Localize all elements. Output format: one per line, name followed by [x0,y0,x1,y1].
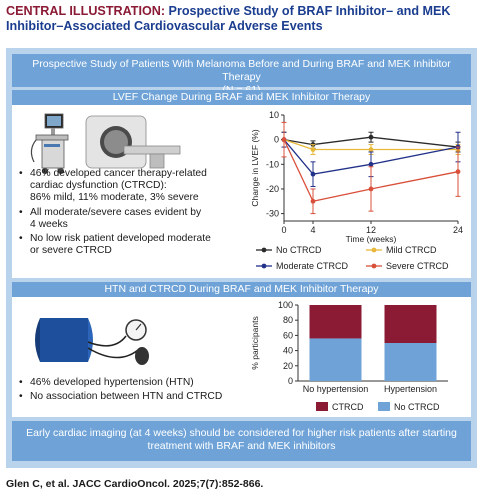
x-tick-label: 24 [453,225,463,235]
y-tick-label: 80 [283,315,293,325]
bullet-text: cardiac dysfunction (CTRCD): [30,180,167,192]
legend-label: Mild CTRCD [386,245,437,255]
legend-label: Severe CTRCD [386,261,449,271]
study-banner-line-1: Prospective Study of Patients With Melan… [32,58,451,83]
legend-label: No CTRCD [276,245,322,255]
y-axis-title: Change in LVEF (%) [250,129,260,206]
legend-marker [371,263,377,269]
bar-segment [309,338,362,381]
study-banner: Prospective Study of Patients With Melan… [12,54,471,96]
data-point [310,198,316,204]
lvef-bullet: All moderate/severe cases evident by 4 w… [18,207,248,231]
y-tick-label: -30 [266,209,279,219]
series-line [283,136,459,148]
legend-label: CTRCD [332,402,364,412]
conclusion-line-1: Early cardiac imaging (at 4 weeks) shoul… [26,427,457,439]
lvef-bullet: No low risk patient developed moderate o… [18,233,248,257]
bullet-text: No association between HTN and CTRCD [30,391,223,403]
legend-marker [261,263,267,269]
header-line-1: CENTRAL ILLUSTRATION: Prospective Study … [6,4,476,19]
bullet-text: 86% mild, 11% moderate, 3% severe [30,192,199,204]
data-point [368,161,374,167]
x-tick-label: 12 [366,225,376,235]
data-point [368,147,374,152]
title-line-1: Prospective Study of BRAF Inhibitor– and… [168,4,451,18]
lvef-panel: LVEF Change During BRAF and MEK Inhibito… [12,90,471,278]
legend-marker [261,247,267,253]
x-tick-label: Hypertension [384,384,437,394]
y-tick-label: 10 [269,110,279,120]
imaging-icons [30,113,181,174]
series-line [283,139,459,175]
htn-bullet: No association between HTN and CTRCD [18,391,248,403]
cmr-scanner-icon [85,115,181,169]
data-point [455,169,461,175]
bullet-text: 46% developed cancer therapy-related [30,168,207,179]
y-tick-label: 60 [283,330,293,340]
citation: Glen C, et al. JACC CardioOncol. 2025;7(… [6,478,264,490]
y-tick-label: 0 [274,135,279,145]
bullet-text: No low risk patient developed moderate [30,233,211,245]
illustration-label: CENTRAL ILLUSTRATION: [6,4,166,18]
data-point [310,147,316,152]
y-tick-label: 40 [283,346,293,356]
y-axis-title: % participants [250,316,260,369]
bullet-text: 46% developed hypertension (HTN) [30,377,194,388]
conclusion-line-2: treatment with BRAF and MEK inhibitors [147,440,336,452]
bullet-text: 4 weeks [30,218,68,230]
series-line [283,139,459,203]
bar-segment [384,305,437,343]
htn-panel-title: HTN and CTRCD During BRAF and MEK Inhibi… [12,282,471,297]
y-tick-label: -20 [266,184,279,194]
legend-swatch [316,402,328,411]
bullet-text: or severe CTRCD [30,245,112,257]
echocardiography-machine-icon [30,113,69,174]
y-tick-label: 20 [283,361,293,371]
data-point [310,171,316,177]
legend-swatch [378,402,390,411]
htn-stacked-bar-chart: 0 20 40 60 80 100 % participants No hypertensio… [250,300,448,412]
data-point [368,134,374,140]
y-tick-label: 0 [288,376,293,386]
data-point [281,137,287,143]
conclusion-banner: Early cardiac imaging (at 4 weeks) shoul… [12,421,471,461]
htn-panel: HTN and CTRCD During BRAF and MEK Inhibi… [12,282,471,417]
htn-bullet: 46% developed hypertension (HTN) [18,377,248,389]
x-tick-label: No hypertension [303,384,369,394]
x-tick-label: 0 [281,225,286,235]
blood-pressure-cuff-icon [35,318,149,365]
bar-segment [309,305,362,339]
series-line [283,139,458,151]
htn-bullet-list: 46% developed hypertension (HTN) No asso… [18,377,248,405]
legend-label: Moderate CTRCD [276,261,349,271]
x-tick-label: 4 [310,225,315,235]
y-tick-label: 100 [278,300,293,310]
data-point [368,186,374,192]
legend-label: No CTRCD [394,402,440,412]
x-axis-title: Time (weeks) [346,234,397,244]
title-line-2: Inhibitor–Associated Cardiovascular Adve… [6,19,323,33]
lvef-bullet-list: 46% developed cancer therapy-related car… [18,168,248,259]
legend-marker [371,247,377,253]
figure-header: CENTRAL ILLUSTRATION: Prospective Study … [6,4,476,44]
bar-segment [384,343,437,381]
lvef-bullet: 46% developed cancer therapy-related car… [18,168,248,205]
y-tick-label: -10 [266,159,279,169]
lvef-panel-title: LVEF Change During BRAF and MEK Inhibito… [12,90,471,105]
bullet-text: All moderate/severe cases evident by [30,206,202,218]
